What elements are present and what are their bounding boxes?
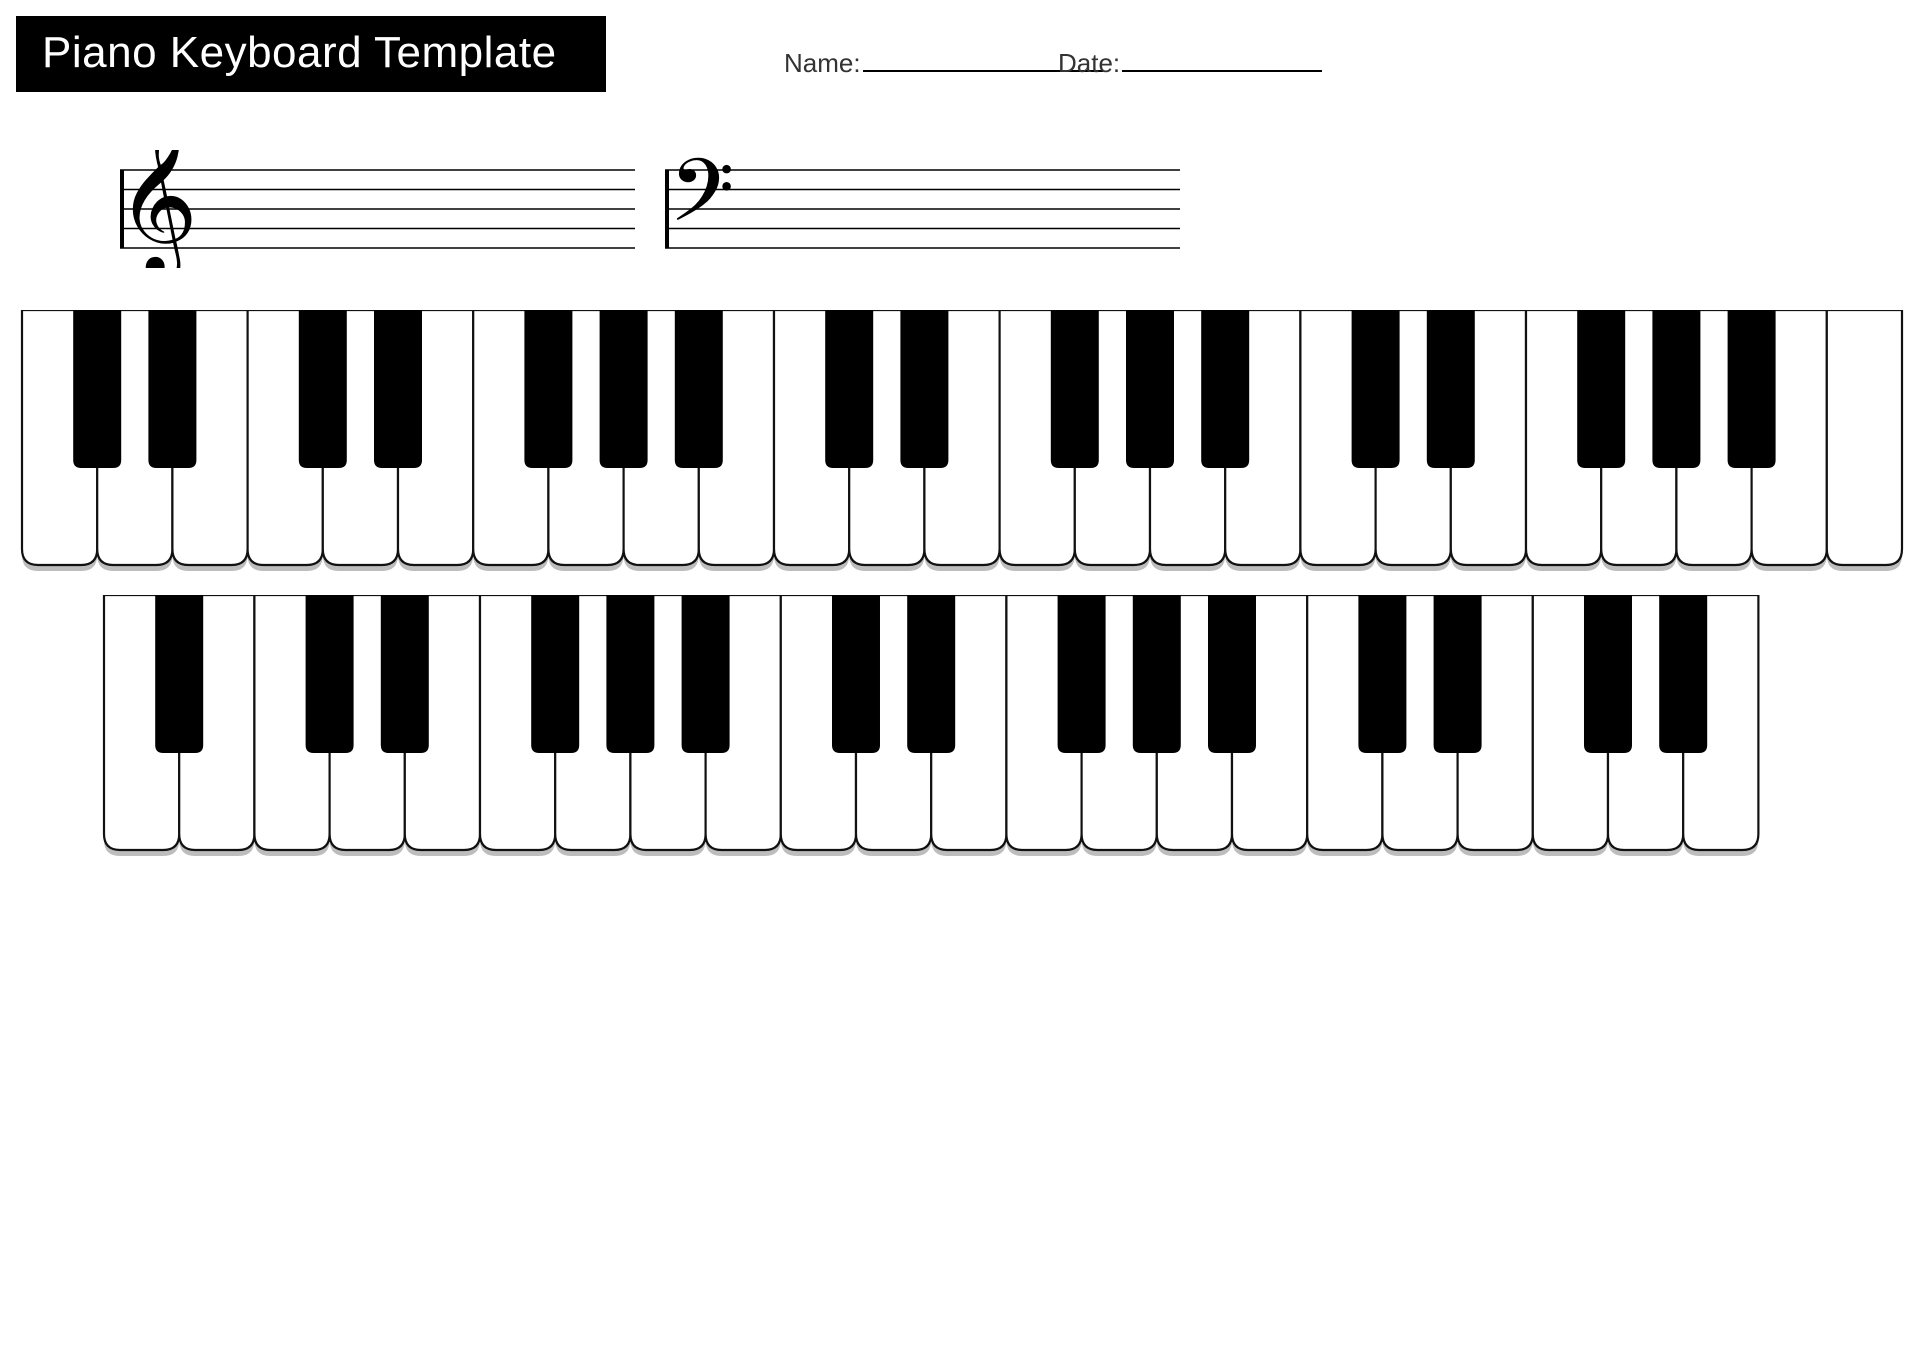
keyboard-1-svg (20, 310, 1904, 573)
black-key (1058, 595, 1106, 753)
black-key (1434, 595, 1482, 753)
black-key (907, 595, 955, 753)
keyboard-2-svg (102, 595, 1760, 858)
date-line[interactable] (1122, 70, 1322, 72)
black-key (531, 595, 579, 753)
black-key (1577, 310, 1625, 468)
black-key (1427, 310, 1475, 468)
treble-clef-icon: 𝄞 (128, 150, 196, 268)
black-key (832, 595, 880, 753)
bass-clef-icon: 𝄢 (673, 150, 735, 260)
black-key (1584, 595, 1632, 753)
black-key (900, 310, 948, 468)
black-key (381, 595, 429, 753)
keyboard-1 (20, 310, 1904, 573)
black-key (1051, 310, 1099, 468)
black-key (155, 595, 203, 753)
black-key (1358, 595, 1406, 753)
keyboard-2 (102, 595, 1760, 858)
bass-staff: 𝄢 (665, 150, 1180, 268)
black-key (73, 310, 121, 468)
date-field: Date: (1058, 48, 1322, 79)
name-label: Name: (784, 48, 861, 79)
black-key (1652, 310, 1700, 468)
black-key (600, 310, 648, 468)
black-key (306, 595, 354, 753)
black-key (1126, 310, 1174, 468)
treble-staff: 𝄞 (120, 150, 635, 268)
black-key (606, 595, 654, 753)
name-field: Name: (784, 48, 1103, 79)
date-label: Date: (1058, 48, 1120, 79)
black-key (374, 310, 422, 468)
black-key (682, 595, 730, 753)
white-key (1827, 310, 1902, 565)
black-key (148, 310, 196, 468)
black-key (1201, 310, 1249, 468)
black-key (299, 310, 347, 468)
black-key (1352, 310, 1400, 468)
black-key (1728, 310, 1776, 468)
black-key (675, 310, 723, 468)
black-key (1208, 595, 1256, 753)
bass-staff-svg: 𝄢 (665, 150, 1180, 268)
black-key (825, 310, 873, 468)
black-key (1133, 595, 1181, 753)
black-key (524, 310, 572, 468)
treble-staff-svg: 𝄞 (120, 150, 635, 268)
title-band: Piano Keyboard Template (16, 16, 606, 92)
title-text: Piano Keyboard Template (42, 28, 557, 77)
black-key (1659, 595, 1707, 753)
